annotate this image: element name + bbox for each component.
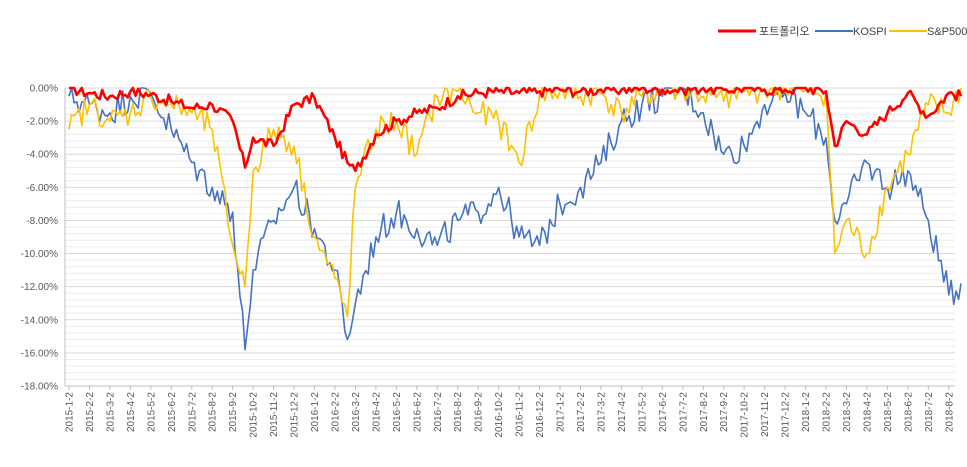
x-tick-label: 2016-1-2: [310, 392, 321, 432]
x-tick-label: 2015-5-2: [146, 392, 157, 432]
x-tick-label: 2018-5-2: [883, 392, 894, 432]
y-tick-label: -16.00%: [21, 348, 58, 359]
x-tick-label: 2018-7-2: [924, 392, 935, 432]
x-tick-label: 2015-4-2: [126, 392, 137, 432]
x-tick-label: 2016-4-2: [371, 392, 382, 432]
y-tick-label: 0.00%: [30, 84, 58, 95]
x-tick-label: 2017-6-2: [658, 392, 669, 432]
x-tick-label: 2017-5-2: [637, 392, 648, 432]
x-tick-label: 2017-3-2: [596, 392, 607, 432]
x-tick-label: 2015-12-2: [290, 392, 301, 438]
legend-label: KOSPI: [853, 26, 887, 38]
x-tick-label: 2016-5-2: [392, 392, 403, 432]
x-tick-label: 2015-11-2: [269, 392, 280, 437]
x-tick-label: 2017-10-2: [740, 392, 751, 438]
x-tick-label: 2017-11-2: [760, 392, 771, 437]
series-line-sp500: [68, 87, 962, 318]
x-tick-label: 2015-8-2: [208, 392, 219, 432]
x-tick-label: 2018-6-2: [903, 392, 914, 432]
legend: 포트폴리오 KOSPI S&P500: [718, 25, 967, 38]
x-tick-label: 2016-8-2: [453, 392, 464, 432]
x-tick-label: 2016-11-2: [515, 392, 526, 437]
x-tick-label: 2016-10-2: [494, 392, 505, 438]
x-tick-label: 2015-1-2: [65, 392, 76, 432]
x-tick-label: 2015-7-2: [187, 392, 198, 432]
x-tick-label: 2018-3-2: [842, 392, 853, 432]
x-axis: 2015-1-2 2015-2-2 2015-3-2 2015-4-2 2015-5-2…: [65, 385, 955, 438]
x-tick-label: 2016-2-2: [330, 392, 341, 432]
x-tick-label: 2017-1-2: [556, 392, 567, 432]
y-axis: 0.00% -2.00% -4.00% -6.00% -8.00% -10.00% -12.…: [21, 84, 66, 393]
x-tick-label: 2017-7-2: [678, 392, 689, 432]
y-tick-label: -4.00%: [26, 150, 58, 161]
x-tick-label: 2017-2-2: [576, 392, 587, 432]
legend-label: S&P500: [927, 26, 967, 38]
x-tick-label: 2017-4-2: [617, 392, 628, 432]
y-tick-label: -8.00%: [26, 216, 58, 227]
gridlines: [65, 87, 955, 387]
x-tick-label: 2018-2-2: [822, 392, 833, 432]
x-tick-label: 2017-8-2: [699, 392, 710, 432]
x-tick-label: 2015-3-2: [105, 392, 116, 432]
x-tick-label: 2018-4-2: [862, 392, 873, 432]
y-tick-label: -12.00%: [21, 282, 58, 293]
y-tick-label: -18.00%: [21, 382, 58, 393]
y-tick-label: -14.00%: [21, 315, 58, 326]
x-tick-label: 2016-12-2: [535, 392, 546, 438]
x-tick-label: 2015-6-2: [167, 392, 178, 432]
x-tick-label: 2016-6-2: [412, 392, 423, 432]
x-tick-label: 2015-2-2: [85, 392, 96, 432]
y-tick-label: -2.00%: [26, 117, 58, 128]
x-tick-label: 2016-9-2: [474, 392, 485, 432]
series-line-kospi: [68, 87, 962, 351]
series-line-portfolio: [69, 86, 963, 173]
x-tick-label: 2015-9-2: [228, 392, 239, 432]
y-tick-label: -10.00%: [21, 249, 58, 260]
x-tick-label: 2018-1-2: [801, 392, 812, 432]
series-layer: [68, 86, 963, 351]
x-tick-label: 2017-9-2: [719, 392, 730, 432]
x-tick-label: 2017-12-2: [781, 392, 792, 438]
y-tick-label: -6.00%: [26, 183, 58, 194]
x-tick-label: 2018-8-2: [944, 392, 955, 432]
x-tick-label: 2016-3-2: [351, 392, 362, 432]
legend-label: 포트폴리오: [759, 25, 810, 38]
x-tick-label: 2016-7-2: [433, 392, 444, 432]
x-tick-label: 2015-10-2: [249, 392, 260, 438]
